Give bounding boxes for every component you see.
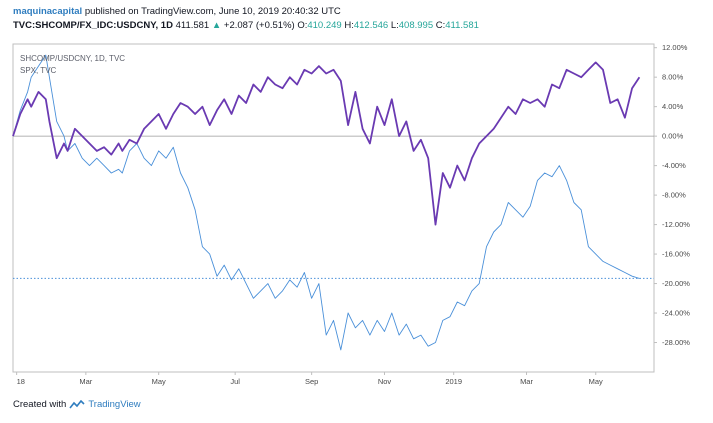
high-label: H:	[344, 20, 354, 31]
author-link[interactable]: maquinacapital	[13, 6, 83, 17]
legend: SHCOMP/USDCNY, 1D, TVC SPX, TVC	[20, 54, 125, 75]
low-label: L:	[390, 20, 399, 31]
x-tick-label: 2019	[445, 377, 462, 386]
y-tick-label: -4.00%	[662, 161, 686, 170]
y-tick-label: -16.00%	[662, 250, 690, 259]
plot-border	[12, 43, 655, 373]
chart-frame	[12, 43, 655, 373]
y-tick-label: -12.00%	[662, 220, 690, 229]
created-with-text: Created with	[13, 399, 67, 410]
x-tick-label: Mar	[520, 377, 533, 386]
high-value: 412.546	[353, 20, 389, 31]
x-tick-label: Sep	[305, 377, 318, 386]
x-tick-label: 18	[17, 377, 25, 386]
x-tick-label: May	[152, 377, 166, 386]
publish-line: maquinacapital published on TradingView.…	[13, 6, 341, 17]
y-tick-label: -24.00%	[662, 309, 690, 318]
y-axis[interactable]: 12.00% 8.00% 4.00% 0.00% -4.00% -8.00% -12.00%…	[654, 43, 690, 347]
symbol-name: TVC:SHCOMP/FX_IDC:USDCNY, 1D	[13, 20, 173, 31]
y-tick-label: -28.00%	[662, 338, 690, 347]
close-label: C:	[435, 20, 446, 31]
shcomp-usdcny-line	[12, 61, 641, 226]
price-change: +2.087 (+0.51%)	[223, 20, 295, 31]
last-price: 411.581	[175, 20, 210, 31]
x-tick-label: Mar	[79, 377, 92, 386]
x-tick-label: Nov	[378, 377, 392, 386]
legend-series-1: SHCOMP/USDCNY, 1D, TVC	[20, 54, 125, 63]
spx-line	[12, 54, 640, 351]
y-tick-label: -20.00%	[662, 279, 690, 288]
footer: Created with TradingView	[13, 399, 141, 410]
y-tick-label: 4.00%	[662, 102, 684, 111]
open-label: O:	[297, 20, 308, 31]
legend-series-2: SPX, TVC	[20, 66, 57, 75]
tradingview-logo-icon	[69, 399, 85, 408]
x-axis[interactable]: 18 Mar May Jul Sep Nov 2019 Mar May	[16, 372, 603, 386]
y-tick-label: 8.00%	[662, 73, 684, 82]
low-value: 408.995	[398, 20, 434, 31]
x-tick-label: Jul	[230, 377, 240, 386]
up-arrow-icon: ▲	[211, 20, 222, 31]
y-tick-label: 12.00%	[662, 43, 688, 52]
series-layer	[12, 54, 654, 351]
tradingview-brand[interactable]: TradingView	[88, 399, 141, 410]
x-tick-label: May	[589, 377, 603, 386]
open-value: 410.249	[307, 20, 342, 31]
y-tick-label: 0.00%	[662, 132, 684, 141]
y-tick-label: -8.00%	[662, 191, 686, 200]
published-text: published on TradingView.com, June 10, 2…	[84, 6, 341, 17]
symbol-line: TVC:SHCOMP/FX_IDC:USDCNY, 1D 411.581 ▲ +…	[13, 20, 479, 31]
close-value: 411.581	[445, 20, 479, 31]
